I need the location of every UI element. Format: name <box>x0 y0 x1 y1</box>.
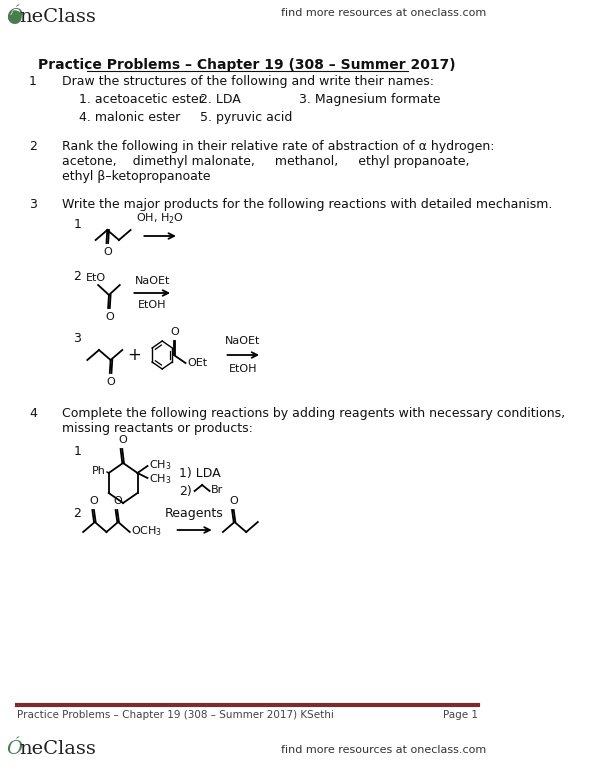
Text: EtOH: EtOH <box>228 364 257 374</box>
Text: Reagents: Reagents <box>165 507 224 520</box>
Text: Complete the following reactions by adding reagents with necessary conditions,: Complete the following reactions by addi… <box>62 407 565 420</box>
Text: O: O <box>107 377 115 387</box>
Text: 4. malonic ester: 4. malonic ester <box>79 111 180 124</box>
Text: Practice Problems – Chapter 19 (308 – Summer 2017): Practice Problems – Chapter 19 (308 – Su… <box>38 58 456 72</box>
Text: 2: 2 <box>73 507 81 520</box>
Text: 3: 3 <box>29 198 37 211</box>
Text: Ó: Ó <box>7 8 23 26</box>
Text: ethyl β–ketopropanoate: ethyl β–ketopropanoate <box>62 170 211 183</box>
Text: Page 1: Page 1 <box>443 710 478 720</box>
Text: O: O <box>7 8 12 17</box>
Text: O: O <box>118 435 127 445</box>
Text: CH$_3$: CH$_3$ <box>149 472 171 486</box>
Text: 1: 1 <box>29 75 37 88</box>
Text: NaOEt: NaOEt <box>225 336 261 346</box>
Text: NaOEt: NaOEt <box>134 276 170 286</box>
Text: O: O <box>113 496 121 506</box>
Text: 2. LDA: 2. LDA <box>199 93 240 106</box>
Text: Draw the structures of the following and write their names:: Draw the structures of the following and… <box>62 75 434 88</box>
Text: 1: 1 <box>73 445 81 458</box>
Text: Practice Problems – Chapter 19 (308 – Summer 2017) KSethi: Practice Problems – Chapter 19 (308 – Su… <box>17 710 334 720</box>
Text: Ph: Ph <box>92 466 105 476</box>
Text: O: O <box>105 312 114 322</box>
Text: 2): 2) <box>179 484 192 497</box>
Text: find more resources at oneclass.com: find more resources at oneclass.com <box>281 745 487 755</box>
Text: 3: 3 <box>73 332 81 345</box>
Text: 2: 2 <box>73 270 81 283</box>
Text: 3. Magnesium formate: 3. Magnesium formate <box>299 93 441 106</box>
Text: OEt: OEt <box>187 358 207 368</box>
Text: 1. acetoacetic ester: 1. acetoacetic ester <box>79 93 203 106</box>
Text: OCH$_3$: OCH$_3$ <box>131 524 162 538</box>
Text: 2: 2 <box>29 140 37 153</box>
Text: O: O <box>104 247 112 257</box>
Text: Ó: Ó <box>7 740 23 758</box>
Text: CH$_3$: CH$_3$ <box>149 458 171 472</box>
Text: O: O <box>90 496 98 506</box>
Text: 1: 1 <box>73 218 81 231</box>
Text: ●: ● <box>7 8 23 26</box>
Text: O: O <box>229 496 238 506</box>
Text: 4: 4 <box>29 407 37 420</box>
Text: EtOH: EtOH <box>138 300 167 310</box>
Text: EtO: EtO <box>86 273 106 283</box>
Text: Br: Br <box>211 485 224 495</box>
Text: Rank the following in their relative rate of abstraction of α hydrogen:: Rank the following in their relative rat… <box>62 140 495 153</box>
Text: neClass: neClass <box>19 8 96 26</box>
Text: Write the major products for the following reactions with detailed mechanism.: Write the major products for the followi… <box>62 198 553 211</box>
Text: O: O <box>170 327 179 337</box>
Text: neClass: neClass <box>19 740 96 758</box>
Text: missing reactants or products:: missing reactants or products: <box>62 422 253 435</box>
Text: 1) LDA: 1) LDA <box>179 467 220 480</box>
Text: acetone,    dimethyl malonate,     methanol,     ethyl propanoate,: acetone, dimethyl malonate, methanol, et… <box>62 155 470 168</box>
Text: $\bar{\mathrm{O}}$H, H$_2$O: $\bar{\mathrm{O}}$H, H$_2$O <box>136 210 184 226</box>
Text: 5. pyruvic acid: 5. pyruvic acid <box>199 111 292 124</box>
Text: +: + <box>127 346 141 364</box>
Text: find more resources at oneclass.com: find more resources at oneclass.com <box>281 8 487 18</box>
